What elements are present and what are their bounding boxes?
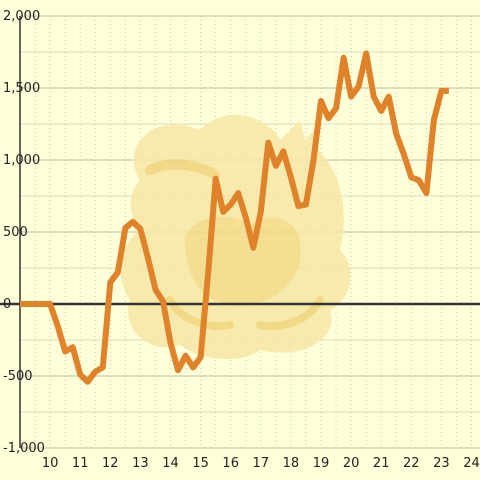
x-tick-label: 22 bbox=[403, 456, 420, 471]
y-tick-label: 1,500 bbox=[3, 81, 40, 96]
y-tick-label: 0 bbox=[3, 297, 11, 312]
x-tick-label: 24 bbox=[463, 456, 480, 471]
series-line-0 bbox=[20, 50, 449, 385]
series-group bbox=[20, 50, 449, 385]
x-tick-label: 20 bbox=[343, 456, 360, 471]
x-tick-label: 18 bbox=[283, 456, 300, 471]
x-tick-label: 15 bbox=[192, 456, 209, 471]
x-tick-label: 23 bbox=[433, 456, 450, 471]
x-tick-label: 12 bbox=[102, 456, 119, 471]
y-tick-label: 1,000 bbox=[3, 153, 40, 168]
y-tick-label: 2,000 bbox=[3, 9, 40, 24]
x-tick-label: 21 bbox=[373, 456, 390, 471]
x-tick-label: 16 bbox=[222, 456, 239, 471]
y-tick-label: 500 bbox=[3, 225, 28, 240]
x-tick-label: 10 bbox=[42, 456, 59, 471]
x-tick-label: 19 bbox=[313, 456, 330, 471]
x-tick-label: 14 bbox=[162, 456, 179, 471]
x-tick-label: 13 bbox=[132, 456, 149, 471]
x-tick-label: 11 bbox=[72, 456, 89, 471]
x-tick-label: 17 bbox=[253, 456, 270, 471]
axes bbox=[0, 16, 480, 448]
y-tick-label: -1,000 bbox=[3, 441, 45, 456]
y-tick-label: -500 bbox=[3, 369, 33, 384]
